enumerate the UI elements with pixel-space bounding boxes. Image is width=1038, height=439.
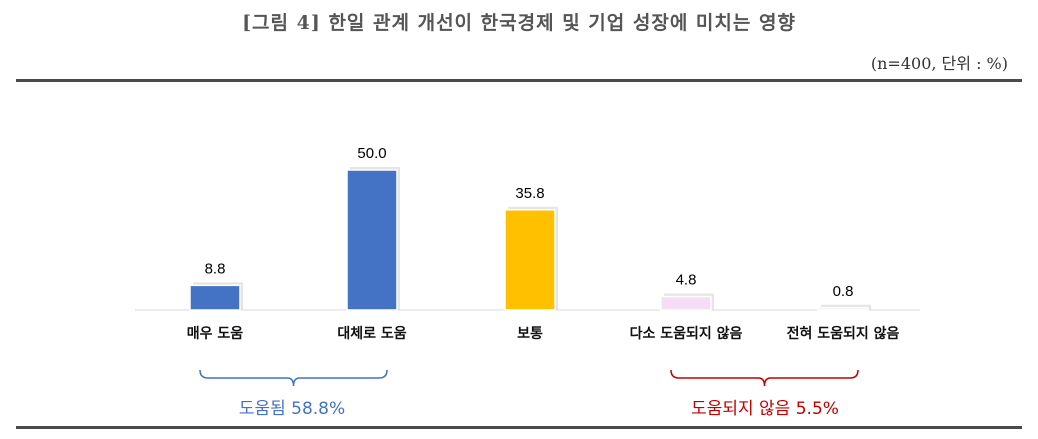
data-label-0: 8.8: [205, 260, 226, 277]
data-label-4: 0.8: [833, 283, 854, 300]
group-label-not-helpful: 도움되지 않음 5.5%: [691, 399, 839, 419]
category-label-2: 보통: [517, 326, 543, 342]
bottom-rule: [16, 426, 1022, 429]
bar-매우-도움: [189, 284, 241, 311]
category-label-1: 대체로 도움: [337, 326, 406, 342]
category-label-0: 매우 도움: [187, 326, 244, 342]
group-bracket-0: [199, 369, 388, 387]
top-rule: [16, 79, 1022, 82]
group-label-helpful: 도움됨 58.8%: [238, 399, 346, 419]
category-label-4: 전혀 도움되지 않음: [787, 325, 900, 342]
bar-대체로-도움: [346, 169, 398, 311]
bar-전혀-도움되지-않음: [817, 307, 869, 311]
chart-title: [그림 4] 한일 관계 개선이 한국경제 및 기업 성장에 미치는 영향: [242, 12, 796, 34]
bar-보통: [504, 209, 556, 311]
group-bracket-1: [670, 369, 859, 387]
category-label-3: 다소 도움되지 않음: [630, 325, 743, 342]
data-label-2: 35.8: [515, 185, 544, 202]
bar-다소-도움되지-않음: [660, 295, 712, 311]
data-label-3: 4.8: [676, 272, 697, 289]
data-label-1: 50.0: [357, 145, 386, 162]
unit-note: (n=400, 단위 : %): [870, 54, 1008, 73]
